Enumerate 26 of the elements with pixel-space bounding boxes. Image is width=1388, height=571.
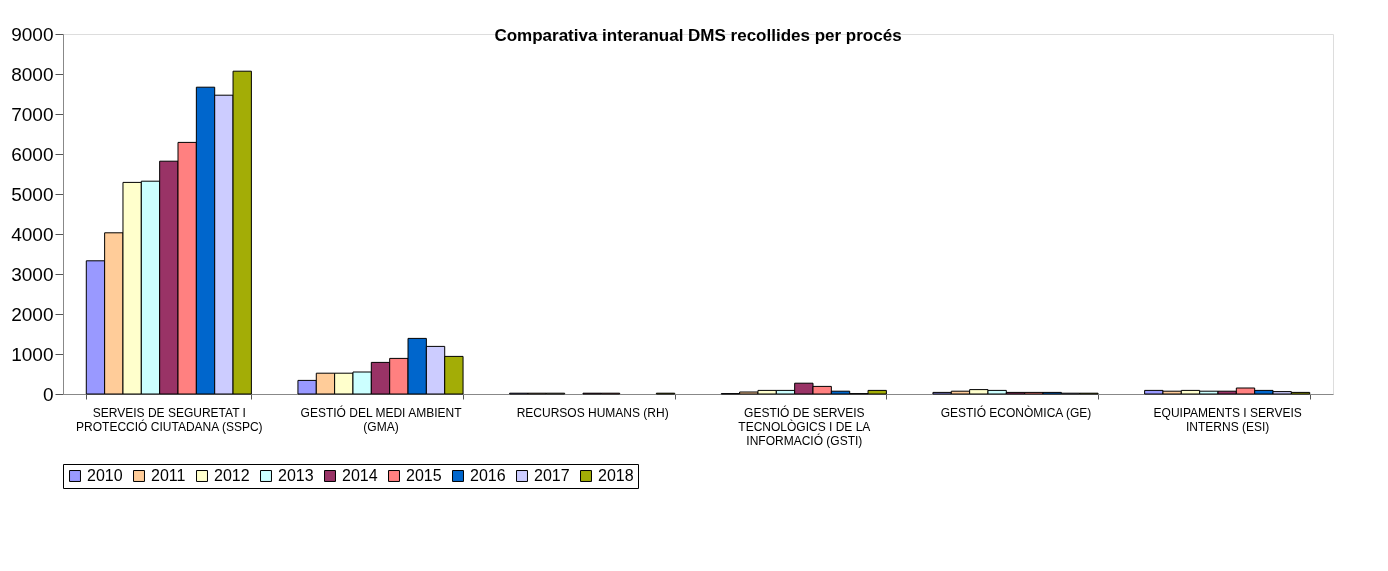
- legend-label: 2014: [342, 467, 378, 484]
- legend-label: 2012: [214, 467, 250, 484]
- x-tick-label: GESTIÓ DE SERVEIS TECNOLÒGICS I DE LA INFORMACIÓ (GSTI): [738, 404, 871, 448]
- y-tick-label: 1000: [11, 343, 54, 365]
- y-tick-label: 4000: [11, 223, 54, 245]
- legend-label: 2018: [598, 467, 634, 484]
- x-tick-label: RECURSOS HUMANS (RH): [516, 405, 669, 420]
- legend-label: 2016: [470, 467, 506, 484]
- legend-label: 2013: [278, 467, 314, 484]
- legend-label: 2015: [406, 467, 442, 484]
- x-tick-label: GESTIÓ DEL MEDI AMBIENT (GMA): [300, 404, 463, 434]
- y-tick-label: 2000: [11, 303, 54, 325]
- legend-label: 2017: [534, 467, 570, 484]
- x-tick-label: GESTIÓ ECONÒMICA (GE): [940, 404, 1092, 420]
- y-tick-label: 3000: [11, 263, 54, 285]
- chart-title: Comparativa interanual DMS recollides per procés: [494, 26, 902, 45]
- y-tick-label: 7000: [11, 103, 54, 125]
- y-tick-label: 8000: [11, 63, 54, 85]
- legend-label: 2011: [151, 467, 186, 484]
- y-tick-label: 6000: [11, 143, 54, 165]
- y-tick-label: 5000: [11, 183, 54, 205]
- x-tick-label: SERVEIS DE SEGURETAT I PROTECCIÓ CIUTADANA (SSPC): [76, 405, 263, 434]
- y-tick-label: 9000: [11, 23, 54, 45]
- legend-label: 2010: [87, 467, 123, 484]
- x-tick-label: EQUIPAMENTS I SERVEIS INTERNS (ESI): [1153, 405, 1302, 434]
- y-tick-label: 0: [42, 383, 54, 405]
